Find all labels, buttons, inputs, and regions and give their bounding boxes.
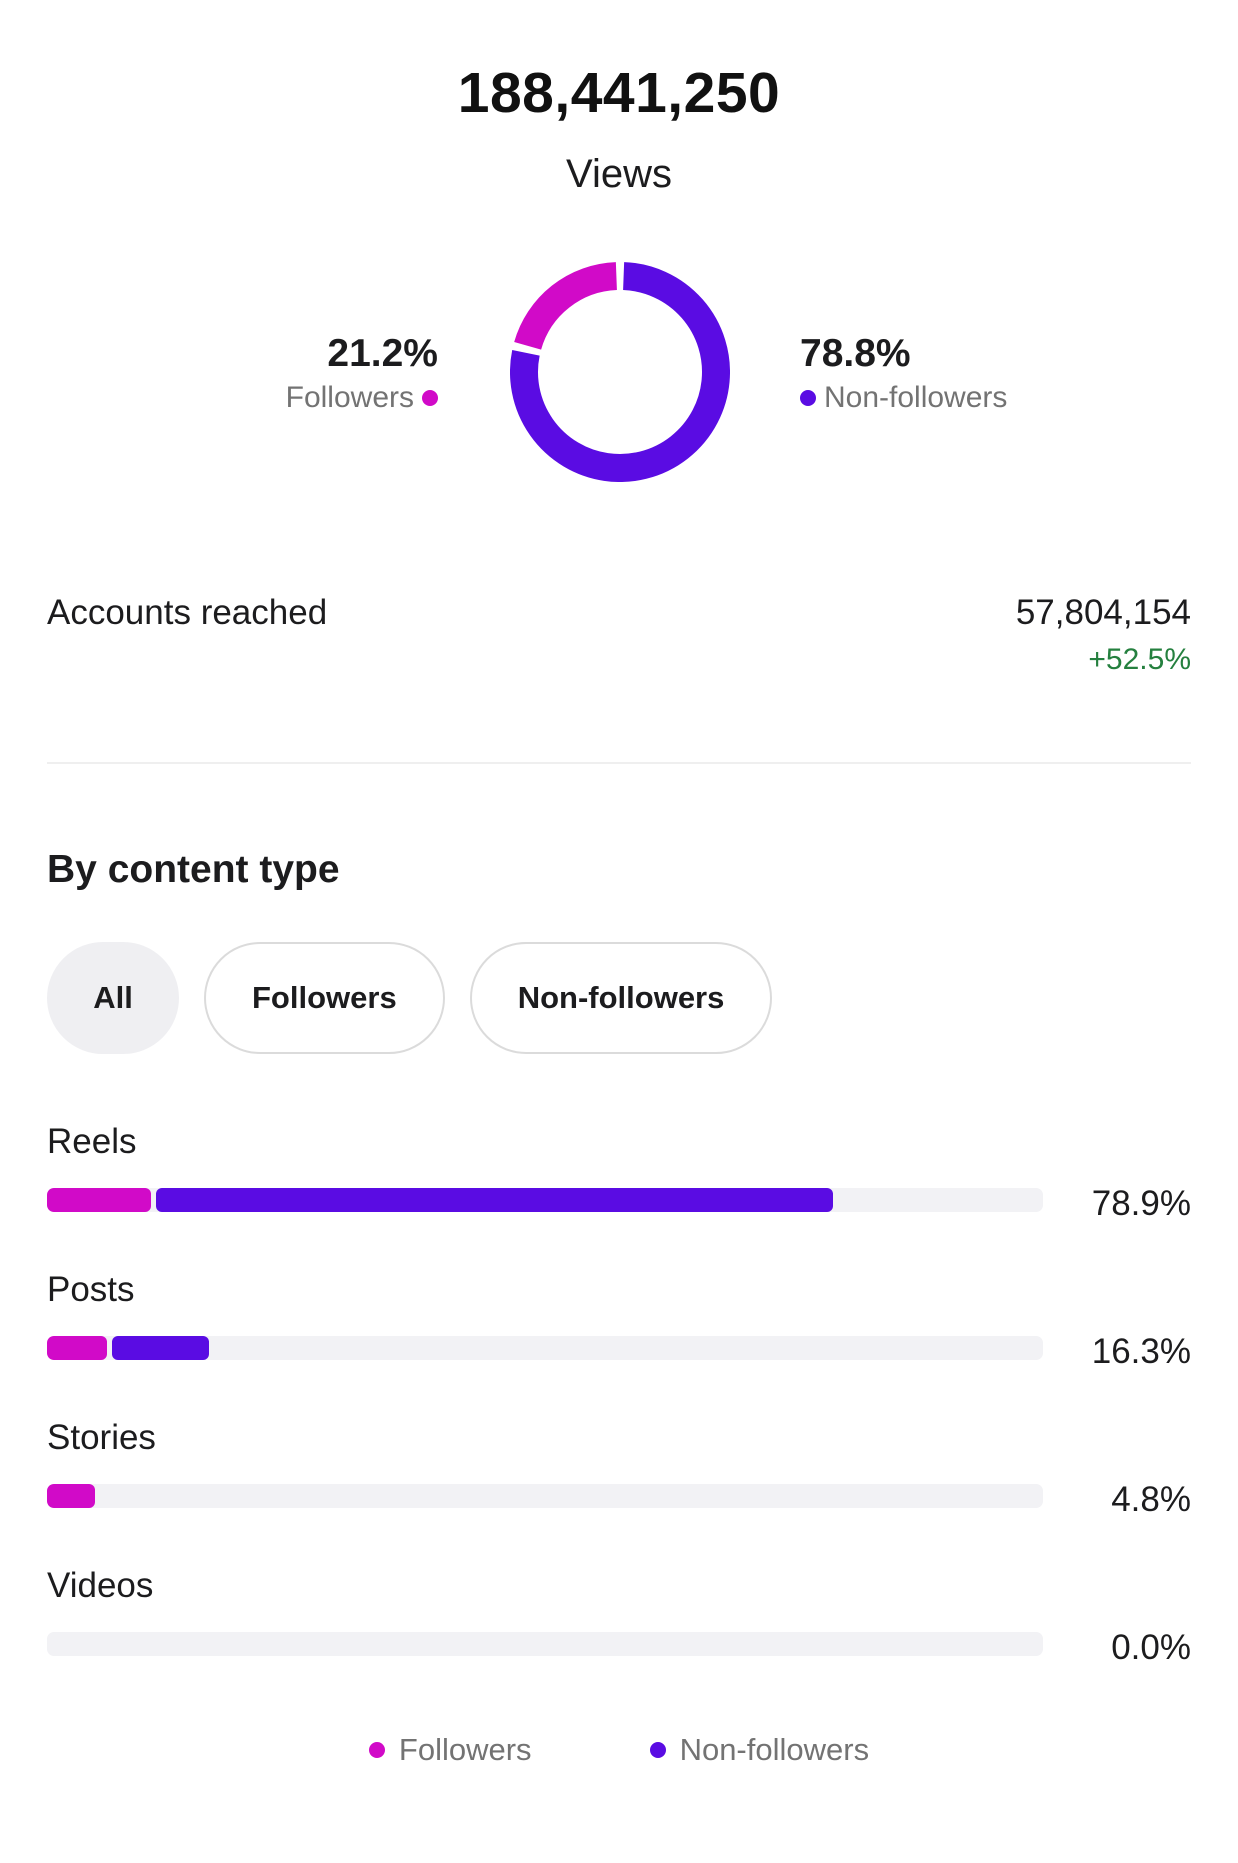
content-row-posts: Posts 16.3% bbox=[47, 1270, 1191, 1418]
accounts-reached-change: +52.5% bbox=[1088, 643, 1191, 676]
content-row-stories: Stories 4.8% bbox=[47, 1418, 1191, 1566]
content-row-total: 78.9% bbox=[1091, 1184, 1191, 1223]
bar-chart-legend: Followers Non-followers bbox=[0, 1732, 1238, 1768]
accounts-reached-label: Accounts reached bbox=[47, 593, 328, 632]
donut-slice-non-followers bbox=[510, 262, 730, 482]
non-followers-percentage: 78.8% bbox=[800, 332, 911, 375]
content-row-reels: Reels 78.9% bbox=[47, 1122, 1191, 1270]
content-row-label: Videos bbox=[47, 1566, 154, 1605]
filter-followers-button[interactable]: Followers bbox=[204, 942, 445, 1054]
legend-item-followers: Followers bbox=[368, 1732, 532, 1768]
followers-dot-icon bbox=[422, 390, 438, 406]
bar-track bbox=[47, 1336, 1043, 1360]
content-row-videos: Videos 0.0% bbox=[47, 1566, 1191, 1714]
bar-segment-non-followers bbox=[111, 1336, 210, 1360]
legend-followers-label: Followers bbox=[398, 1732, 532, 1767]
bar-segment-followers bbox=[47, 1336, 107, 1360]
accounts-reached-value: 57,804,154 bbox=[1015, 593, 1191, 632]
content-type-filters: All Followers Non-followers bbox=[47, 942, 773, 1054]
non-followers-dot-icon bbox=[800, 390, 816, 406]
bar-segment-non-followers bbox=[155, 1188, 833, 1212]
donut-slice-followers bbox=[514, 262, 618, 351]
bar-segment-followers bbox=[47, 1484, 95, 1508]
legend-non-followers-label: Non-followers bbox=[679, 1732, 870, 1767]
followers-percentage: 21.2% bbox=[327, 332, 438, 375]
followers-dot-icon bbox=[368, 1742, 385, 1758]
content-row-total: 16.3% bbox=[1091, 1332, 1191, 1371]
donut-svg bbox=[510, 262, 730, 482]
content-type-bars: Reels 78.9% Posts 16.3% Stories 4.8% Vid… bbox=[47, 1122, 1191, 1714]
content-row-total: 4.8% bbox=[1111, 1480, 1191, 1519]
bar-track bbox=[47, 1188, 1043, 1212]
donut-legend-followers: 21.2% Followers bbox=[286, 330, 438, 418]
content-row-label: Posts bbox=[47, 1270, 135, 1309]
non-followers-dot-icon bbox=[649, 1742, 666, 1758]
section-divider bbox=[47, 762, 1191, 764]
views-donut-chart bbox=[510, 262, 730, 482]
legend-item-non-followers: Non-followers bbox=[649, 1732, 870, 1768]
content-type-title: By content type bbox=[47, 848, 340, 891]
content-row-label: Stories bbox=[47, 1418, 156, 1457]
content-row-total: 0.0% bbox=[1111, 1628, 1191, 1667]
bar-track bbox=[47, 1632, 1043, 1656]
content-row-label: Reels bbox=[47, 1122, 137, 1161]
filter-all-button[interactable]: All bbox=[47, 942, 179, 1054]
filter-non-followers-button[interactable]: Non-followers bbox=[469, 942, 773, 1054]
views-label: Views bbox=[566, 152, 672, 196]
donut-legend-non-followers: 78.8% Non-followers bbox=[800, 330, 1007, 418]
bar-segment-followers bbox=[47, 1188, 151, 1212]
followers-legend-label: Followers bbox=[285, 381, 414, 414]
non-followers-legend-label: Non-followers bbox=[824, 381, 1008, 414]
total-views-value: 188,441,250 bbox=[457, 61, 781, 125]
bar-track bbox=[47, 1484, 1043, 1508]
